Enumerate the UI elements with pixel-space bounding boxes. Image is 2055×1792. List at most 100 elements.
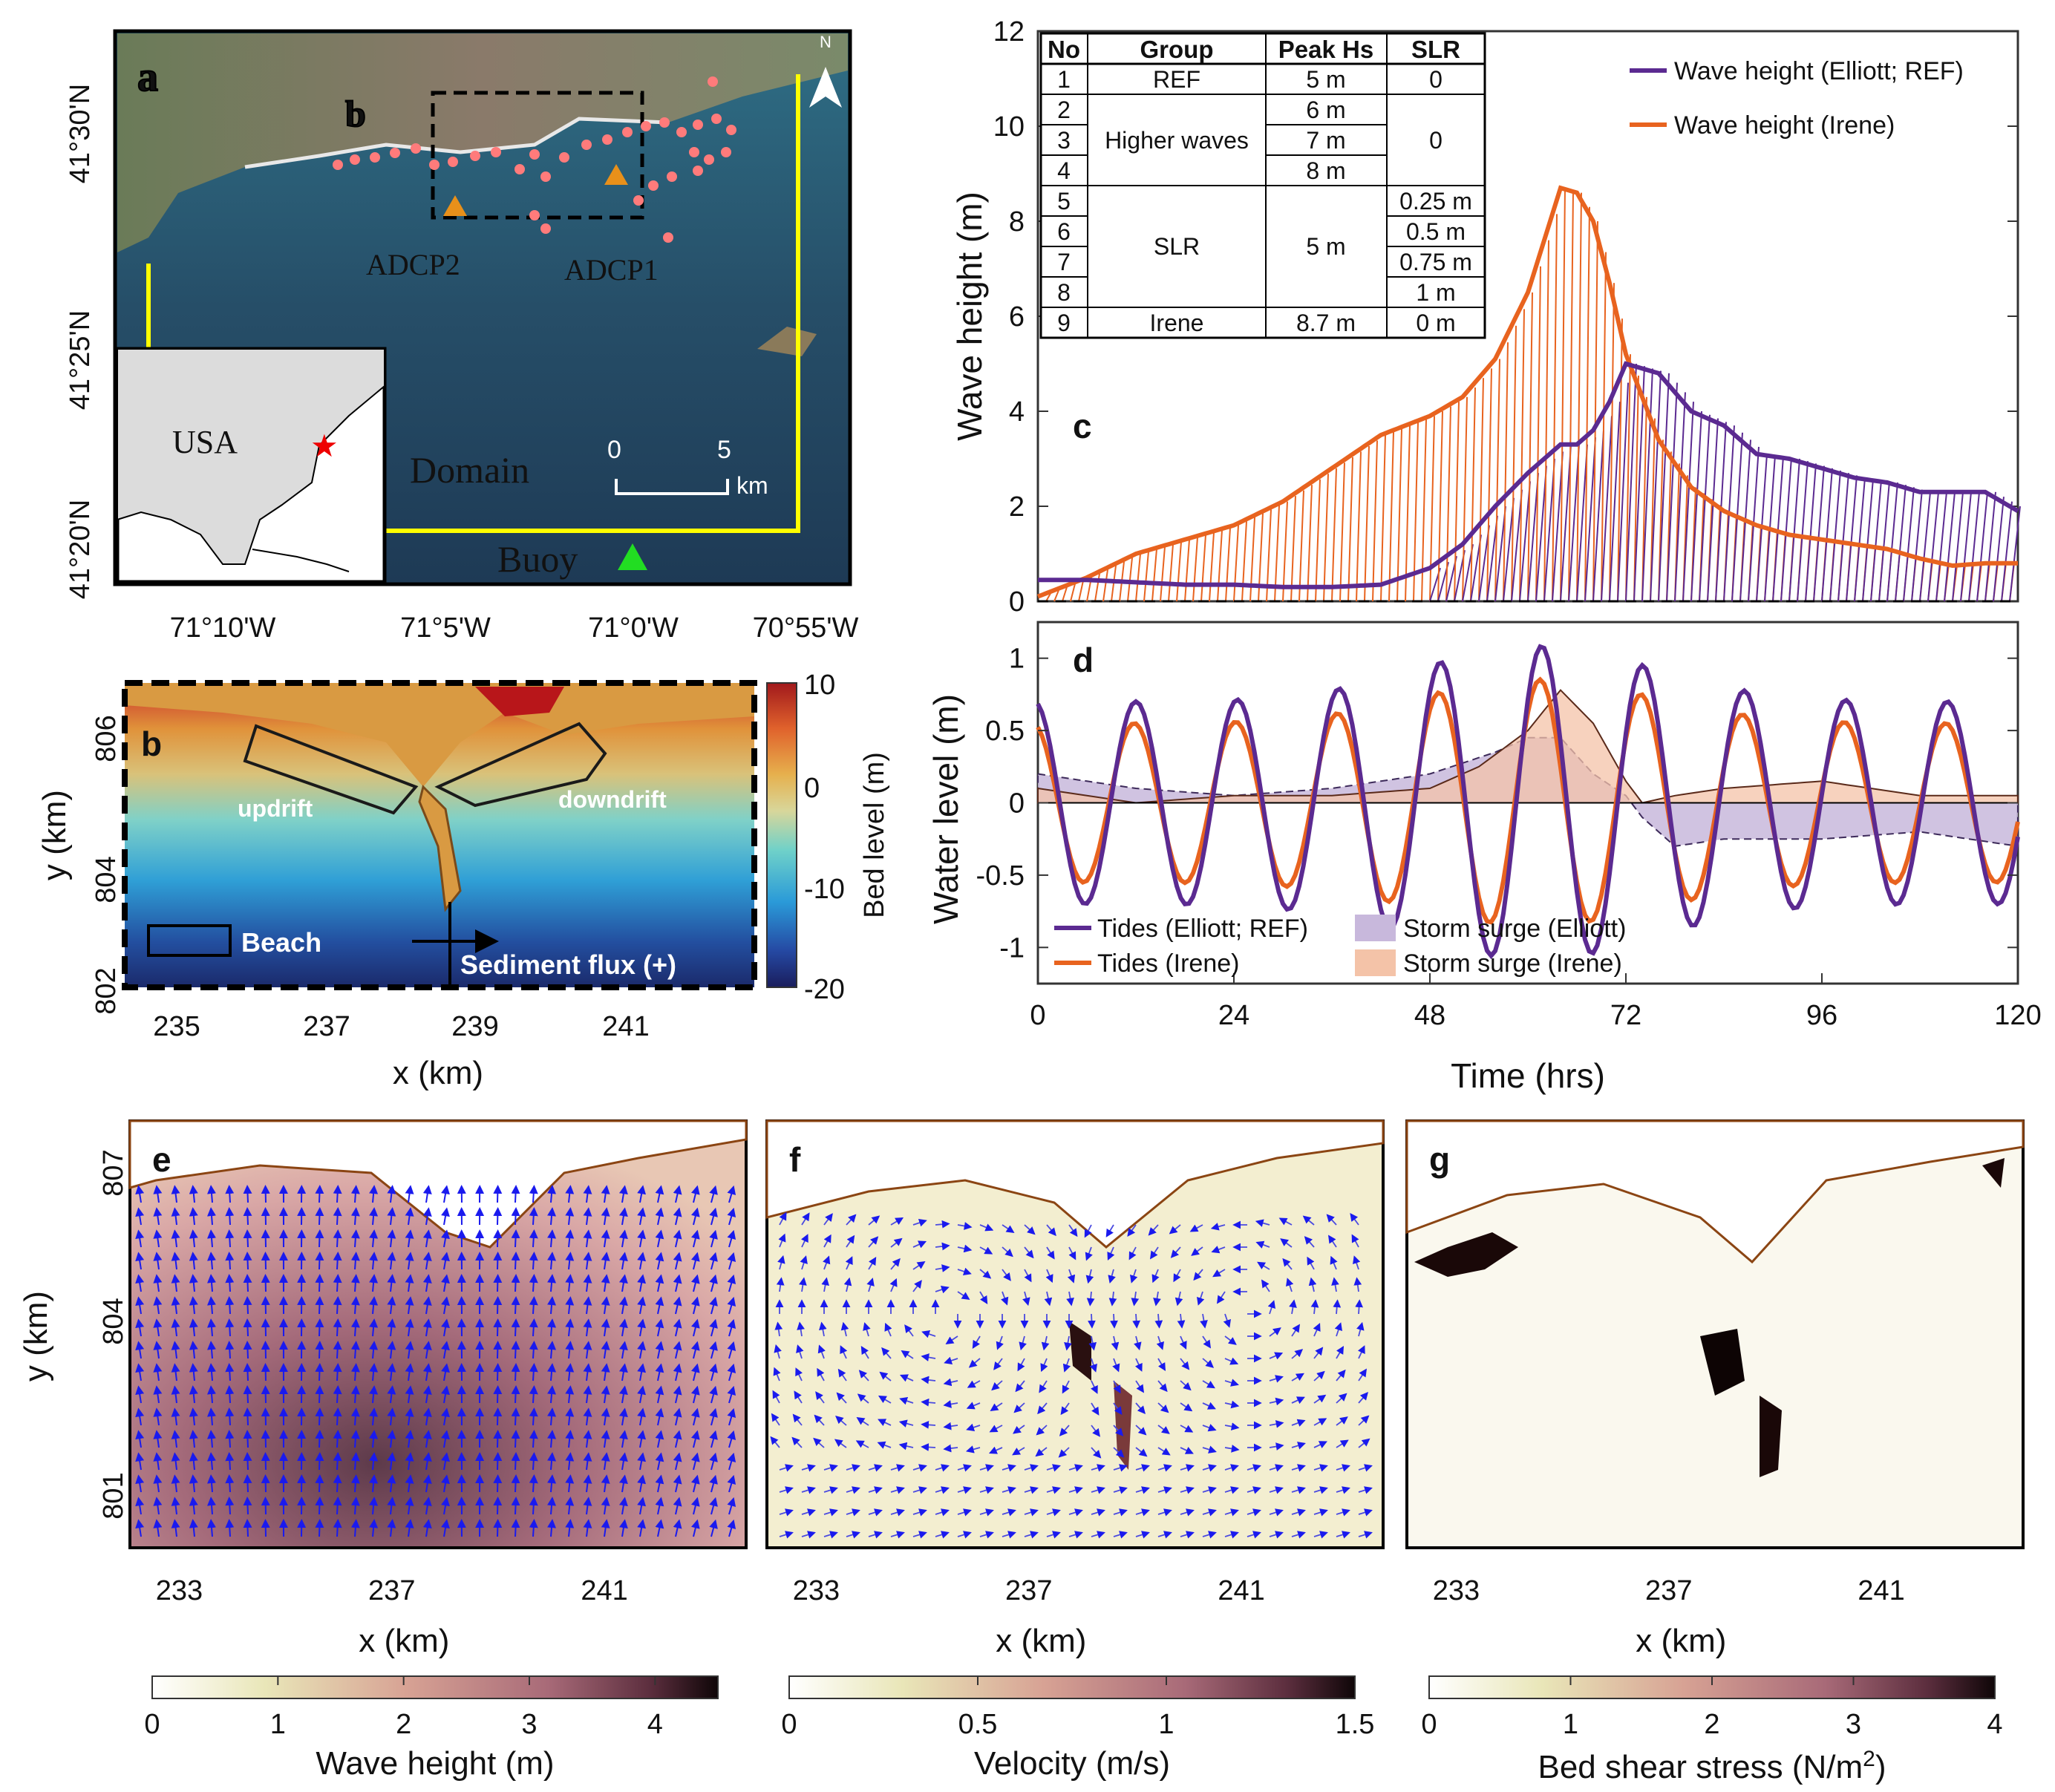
wave-arrow [583, 1519, 592, 1537]
current-arrow [1247, 1464, 1261, 1472]
current-arrow [840, 1345, 848, 1359]
current-arrow [912, 1486, 927, 1494]
irene-direction-stick [1584, 206, 1590, 602]
table-cell: 0 [1429, 127, 1443, 154]
wave-arrow [153, 1385, 163, 1404]
current-arrow [1336, 1486, 1350, 1494]
current-arrow [1091, 1464, 1105, 1472]
current-arrow [801, 1486, 816, 1494]
wave-arrow [225, 1474, 235, 1493]
adcp1-marker [604, 164, 628, 185]
wave-arrow [135, 1385, 145, 1404]
current-arrow [779, 1211, 787, 1226]
current-arrow [921, 1398, 936, 1407]
wave-arrow [529, 1430, 538, 1448]
irene-direction-stick [1225, 527, 1231, 602]
wave-arrow [547, 1207, 557, 1226]
current-arrow [957, 1508, 972, 1517]
current-arrow [1191, 1246, 1203, 1256]
wave-arrow [727, 1318, 736, 1337]
wave-arrow [583, 1363, 592, 1381]
wave-arrow [529, 1274, 538, 1292]
current-arrow [817, 1367, 825, 1381]
current-arrow [1091, 1402, 1100, 1416]
wave-direction-arrows [135, 1185, 736, 1537]
elliott-direction-stick [1911, 489, 1923, 602]
current-arrow [993, 1358, 1003, 1370]
irene-direction-stick [1315, 479, 1321, 602]
survey-point [350, 154, 360, 165]
wave-arrow [673, 1497, 682, 1515]
wave-arrow [618, 1252, 628, 1270]
wave-arrow [350, 1363, 360, 1381]
wave-arrow [565, 1363, 575, 1381]
panel-d-label: d [1073, 641, 1094, 679]
wave-arrow [709, 1341, 718, 1359]
wave-arrow [673, 1407, 682, 1426]
current-arrow [1336, 1531, 1350, 1539]
current-arrow [1135, 1425, 1147, 1436]
wave-arrow [261, 1430, 270, 1448]
current-arrow [1001, 1291, 1009, 1306]
beach-legend-swatch [147, 924, 232, 957]
current-arrow [945, 1335, 958, 1344]
current-arrow [797, 1321, 805, 1337]
current-arrow [1036, 1425, 1048, 1436]
current-arrow [1269, 1352, 1284, 1360]
wave-arrow [369, 1363, 379, 1381]
irene-direction-stick [1396, 428, 1402, 602]
y-tick-label: 2 [1009, 491, 1025, 523]
wave-arrow [261, 1341, 270, 1359]
table-cell: Irene [1150, 310, 1204, 336]
wave-arrow [441, 1519, 450, 1537]
wave-arrow [369, 1341, 379, 1359]
wave-height-colorbar-label: Wave height (m) [316, 1745, 554, 1782]
wave-arrow [493, 1296, 503, 1315]
colorbar-tick-label: 0 [144, 1709, 160, 1740]
current-arrow [1180, 1486, 1195, 1494]
wave-arrow [529, 1497, 538, 1515]
current-arrow [921, 1376, 936, 1384]
irene-direction-stick [1233, 525, 1239, 602]
bed-level-colorbar-label: Bed level (m) [859, 752, 890, 918]
current-arrow [868, 1257, 877, 1270]
wave-arrow [333, 1474, 342, 1493]
current-arrow [857, 1393, 869, 1404]
wave-arrow [189, 1185, 198, 1203]
y-tick: 802 [91, 967, 122, 1014]
wave-arrow [529, 1252, 538, 1270]
wave-arrow [618, 1229, 628, 1248]
table-cell: 1 [1057, 66, 1071, 93]
current-arrow [770, 1436, 780, 1448]
wave-arrow [655, 1274, 664, 1292]
wave-arrow [441, 1474, 450, 1493]
wave-arrow [207, 1185, 216, 1203]
y-tick-label: 8 [1009, 206, 1025, 238]
wave-arrow [441, 1318, 450, 1337]
current-arrow [996, 1335, 1004, 1350]
wave-arrow [583, 1385, 592, 1404]
wave-arrow [637, 1363, 647, 1381]
irene-direction-stick [1143, 551, 1149, 602]
colorbar-tick-label: 3 [1846, 1709, 1861, 1740]
current-arrow [957, 1267, 972, 1275]
irene-direction-stick [1388, 431, 1394, 602]
wave-arrow [493, 1430, 503, 1448]
wave-arrow [691, 1341, 700, 1359]
y-tick-label: 4 [1009, 396, 1025, 428]
elliott-direction-stick [1993, 497, 2005, 602]
survey-point [514, 164, 525, 174]
y-tick-label: 6 [1009, 301, 1025, 333]
current-arrow [957, 1486, 972, 1494]
legend-wave-irene: Wave height (Irene) [1674, 111, 1895, 140]
wave-arrow [637, 1452, 647, 1471]
wave-arrow [315, 1296, 324, 1315]
elliott-direction-stick [1535, 465, 1547, 602]
current-arrow [792, 1413, 803, 1426]
wave-arrow [618, 1296, 628, 1315]
colorbar-tick-label: 1 [1563, 1709, 1578, 1740]
current-arrow [1157, 1380, 1168, 1393]
current-arrow [935, 1464, 950, 1472]
stress-hotspot [1982, 1158, 2005, 1188]
elliott-direction-stick [2001, 501, 2013, 602]
